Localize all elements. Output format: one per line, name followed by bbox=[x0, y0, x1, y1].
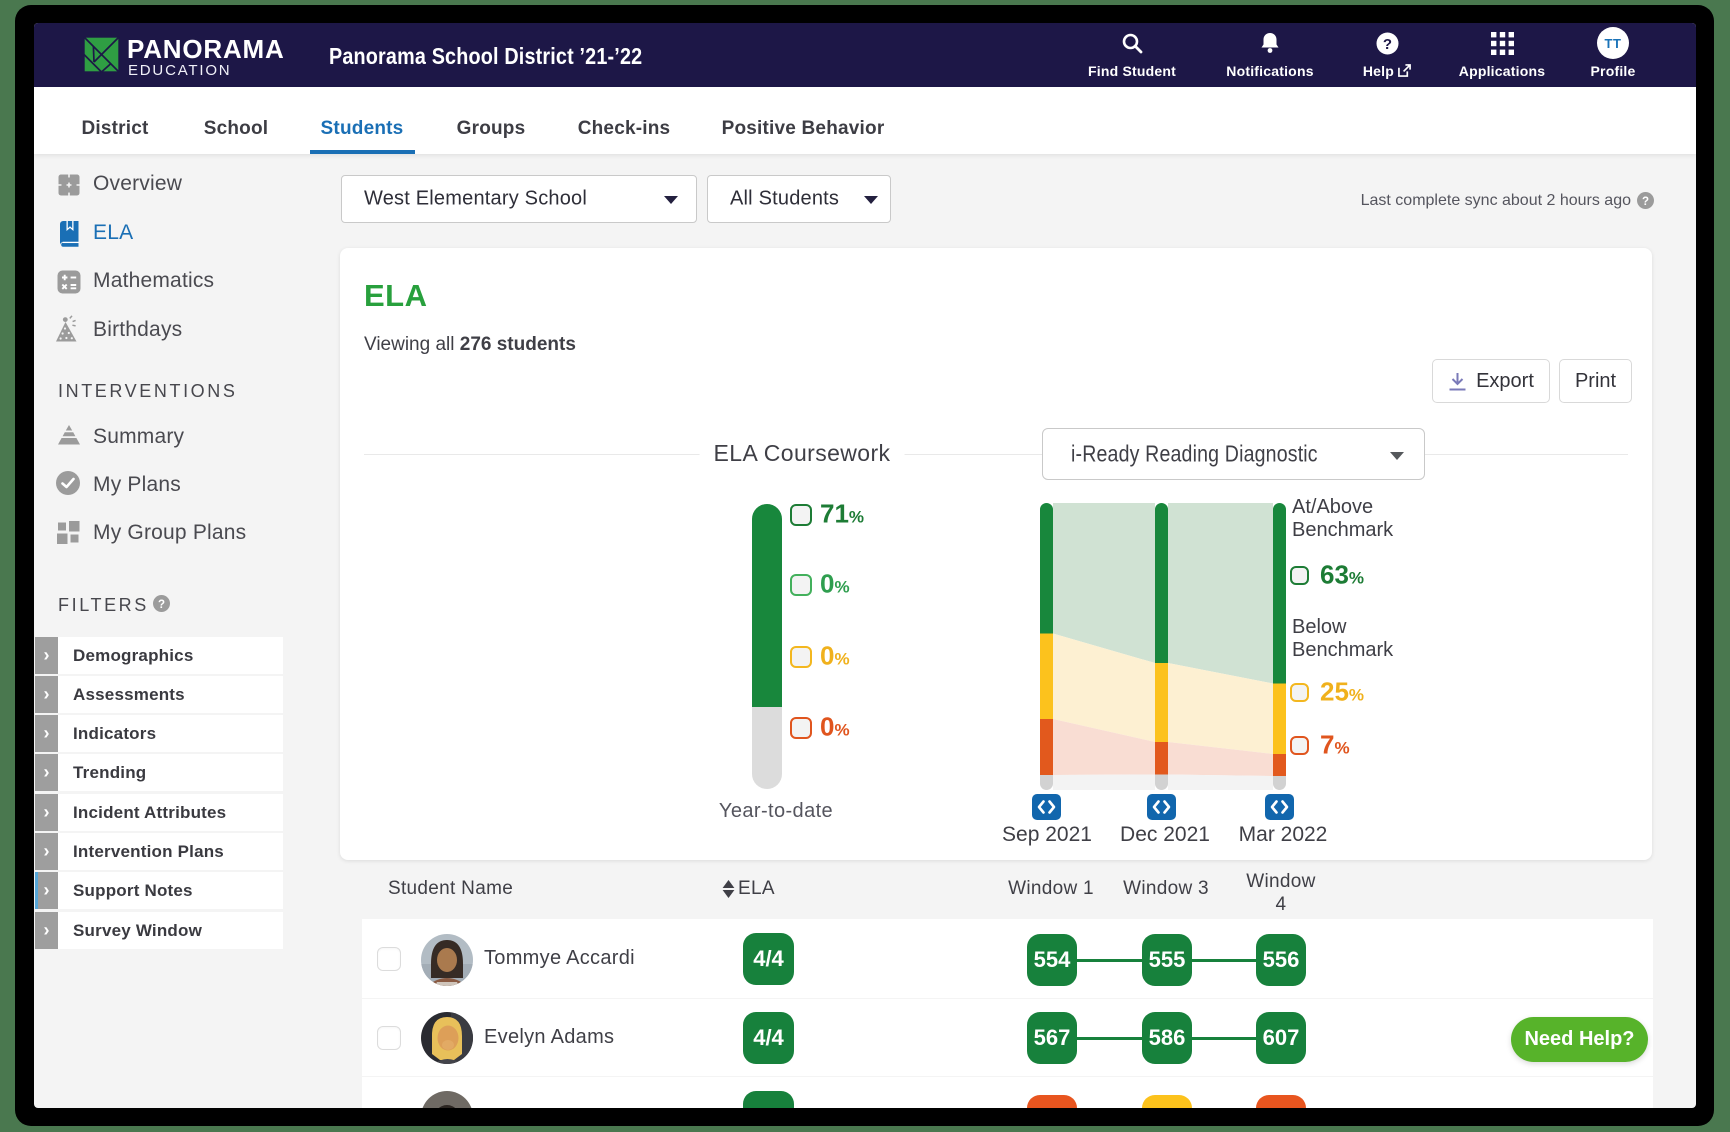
svg-text:TT: TT bbox=[1605, 36, 1622, 51]
svg-text:?: ? bbox=[158, 599, 165, 611]
svg-text:?: ? bbox=[1642, 196, 1649, 208]
svg-text:?: ? bbox=[1382, 35, 1391, 52]
